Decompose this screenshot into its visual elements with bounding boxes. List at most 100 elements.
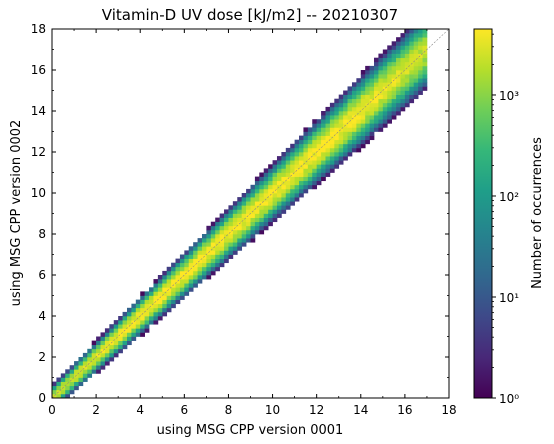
heatmap-cell bbox=[404, 102, 410, 108]
heatmap-cell bbox=[149, 307, 154, 313]
heatmap-cell bbox=[215, 262, 220, 268]
heatmap-cell bbox=[356, 131, 362, 136]
heatmap-cell bbox=[387, 98, 392, 104]
heatmap-cell bbox=[338, 160, 344, 165]
heatmap-cell bbox=[422, 65, 428, 71]
heatmap-cell bbox=[343, 102, 348, 108]
heatmap-cell bbox=[246, 188, 251, 194]
heatmap-cell bbox=[210, 229, 216, 235]
heatmap-cell bbox=[135, 324, 141, 329]
heatmap-cell bbox=[232, 205, 238, 210]
heatmap-cell bbox=[100, 352, 106, 358]
heatmap-cell bbox=[246, 209, 251, 214]
heatmap-cell bbox=[281, 176, 287, 182]
heatmap-cell bbox=[140, 320, 145, 325]
heatmap-cell bbox=[140, 328, 145, 333]
heatmap-cell bbox=[356, 111, 362, 116]
heatmap-cell bbox=[347, 143, 353, 149]
heatmap-cell bbox=[166, 299, 172, 305]
heatmap-cell bbox=[193, 258, 198, 264]
heatmap-cell bbox=[369, 123, 375, 128]
heatmap-cell bbox=[232, 221, 238, 227]
heatmap-cell bbox=[219, 262, 225, 268]
heatmap-cell bbox=[378, 111, 384, 116]
heatmap-cell bbox=[400, 33, 406, 38]
heatmap-cell bbox=[374, 57, 379, 63]
heatmap-cell bbox=[52, 389, 57, 395]
heatmap-cell bbox=[109, 352, 115, 358]
heatmap-cell bbox=[131, 332, 137, 337]
heatmap-cell bbox=[360, 90, 366, 95]
heatmap-cell bbox=[131, 320, 137, 325]
heatmap-cell bbox=[343, 127, 348, 132]
heatmap-cell bbox=[113, 332, 119, 337]
heatmap-cell bbox=[382, 70, 388, 75]
heatmap-cell bbox=[347, 147, 353, 153]
heatmap-cell bbox=[369, 106, 375, 112]
heatmap-cell bbox=[82, 373, 88, 378]
heatmap-cell bbox=[285, 205, 291, 210]
heatmap-cell bbox=[188, 283, 194, 288]
heatmap-cell bbox=[232, 229, 238, 235]
heatmap-cell bbox=[382, 49, 388, 54]
heatmap-cell bbox=[404, 37, 410, 42]
heatmap-cell bbox=[166, 279, 172, 284]
heatmap-cell bbox=[241, 221, 247, 227]
heatmap-cell bbox=[135, 307, 141, 313]
heatmap-cell bbox=[387, 45, 392, 50]
heatmap-cell bbox=[360, 115, 366, 120]
heatmap-cell bbox=[382, 123, 388, 128]
heatmap-cell bbox=[232, 213, 238, 218]
heatmap-cell bbox=[312, 135, 318, 141]
heatmap-cell bbox=[153, 291, 159, 296]
heatmap-cell bbox=[210, 262, 216, 268]
heatmap-cell bbox=[126, 336, 132, 341]
heatmap-cell bbox=[188, 250, 194, 255]
heatmap-cell bbox=[325, 160, 331, 165]
heatmap-cell bbox=[166, 283, 172, 288]
heatmap-cell bbox=[413, 45, 419, 50]
heatmap-cell bbox=[356, 119, 362, 124]
heatmap-cell bbox=[157, 275, 163, 280]
heatmap-cell bbox=[329, 160, 335, 165]
heatmap-cell bbox=[153, 307, 159, 313]
heatmap-cell bbox=[418, 86, 423, 91]
heatmap-cell bbox=[334, 119, 340, 124]
heatmap-cell bbox=[360, 127, 366, 132]
heatmap-cell bbox=[197, 279, 203, 284]
heatmap-cell bbox=[228, 246, 234, 251]
heatmap-cell bbox=[325, 152, 331, 157]
heatmap-cell bbox=[153, 287, 159, 292]
heatmap-cell bbox=[382, 74, 388, 79]
heatmap-cell bbox=[378, 115, 384, 120]
heatmap-cell bbox=[228, 213, 234, 218]
heatmap-cell bbox=[74, 365, 79, 370]
heatmap-cell bbox=[325, 131, 331, 136]
heatmap-cell bbox=[276, 209, 282, 214]
heatmap-cell bbox=[268, 197, 273, 202]
heatmap-cell bbox=[374, 127, 379, 132]
heatmap-cell bbox=[272, 184, 278, 190]
heatmap-cell bbox=[404, 90, 410, 95]
heatmap-cell bbox=[285, 164, 291, 169]
heatmap-cell bbox=[290, 193, 295, 198]
heatmap-cell bbox=[391, 90, 397, 95]
heatmap-cell bbox=[321, 156, 326, 161]
heatmap-cell bbox=[391, 65, 397, 71]
heatmap-cell bbox=[347, 152, 353, 157]
heatmap-cell bbox=[391, 111, 397, 116]
heatmap-cell bbox=[404, 74, 410, 79]
x-axis-ticks: 0 2 4 6 8 10 12 14 16 18 bbox=[48, 29, 457, 417]
heatmap-cell bbox=[87, 352, 93, 358]
heatmap-cell bbox=[290, 147, 295, 153]
heatmap-cell bbox=[224, 221, 229, 227]
heatmap-cell bbox=[224, 238, 229, 243]
heatmap-cell bbox=[409, 33, 415, 38]
heatmap-cell bbox=[162, 307, 168, 313]
heatmap-cell bbox=[418, 74, 423, 79]
heatmap-cell bbox=[400, 94, 406, 100]
heatmap-cell bbox=[338, 111, 344, 116]
heatmap-cell bbox=[113, 352, 119, 358]
heatmap-cell bbox=[351, 102, 357, 108]
heatmap-cell bbox=[166, 303, 172, 309]
